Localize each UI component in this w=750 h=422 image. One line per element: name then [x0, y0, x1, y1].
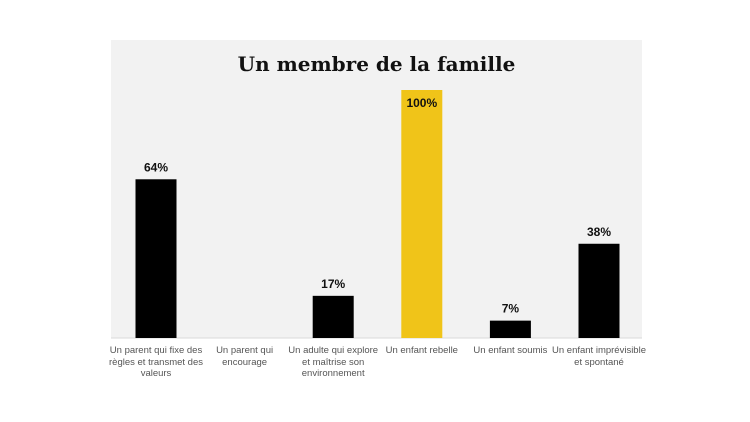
- chart-title: Un membre de la famille: [237, 52, 516, 76]
- bar: [135, 179, 177, 338]
- bar: [312, 295, 354, 338]
- chart-panel: [111, 40, 642, 338]
- data-label: 17%: [321, 277, 345, 291]
- data-label: 100%: [406, 96, 437, 110]
- x-tick-label: Un enfant imprévisible et spontané: [552, 345, 646, 368]
- x-tick-label: Un enfant rebelle: [385, 345, 458, 356]
- data-label: 7%: [502, 302, 520, 316]
- bar: [489, 320, 531, 338]
- x-tick-label: Un parent qui fixe des règles et transme…: [109, 345, 203, 379]
- data-label: 64%: [144, 160, 168, 174]
- x-tick-label: Un adulte qui explore et maîtrise son en…: [288, 345, 379, 379]
- data-label: 38%: [587, 225, 611, 239]
- x-tick-label: Un parent qui encourage: [216, 345, 274, 368]
- x-tick-label: Un enfant soumis: [473, 345, 548, 356]
- bar: [578, 243, 620, 338]
- bar: [401, 90, 443, 338]
